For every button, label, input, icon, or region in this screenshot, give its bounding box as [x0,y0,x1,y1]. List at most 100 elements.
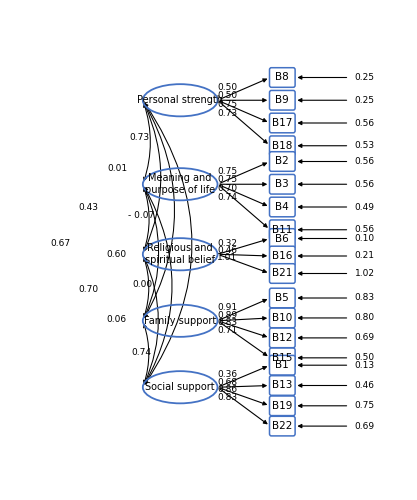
Text: Social support: Social support [146,382,215,392]
Text: 0.56: 0.56 [355,180,375,188]
FancyArrowPatch shape [143,104,151,180]
FancyArrowPatch shape [299,122,347,124]
FancyArrowPatch shape [220,322,267,356]
FancyBboxPatch shape [269,228,295,248]
Text: B22: B22 [272,421,292,431]
Text: B2: B2 [276,156,289,166]
Text: 0.25: 0.25 [355,73,375,82]
FancyArrowPatch shape [299,384,347,387]
Text: 0.13: 0.13 [355,360,375,370]
Text: 0.73: 0.73 [217,108,238,118]
Text: B10: B10 [272,313,292,323]
FancyArrowPatch shape [220,255,266,272]
Text: 0.75: 0.75 [355,402,375,410]
FancyArrowPatch shape [220,384,266,388]
FancyArrowPatch shape [299,336,347,340]
FancyBboxPatch shape [269,356,295,375]
Text: 1.02: 1.02 [355,269,375,278]
FancyArrowPatch shape [220,98,266,102]
Text: B12: B12 [272,333,292,343]
Text: 0.10: 0.10 [355,234,375,243]
FancyArrowPatch shape [220,316,266,320]
FancyArrowPatch shape [299,296,347,300]
FancyArrowPatch shape [299,424,347,428]
Text: 0.49: 0.49 [355,202,375,211]
Text: B11: B11 [272,225,292,235]
FancyArrowPatch shape [299,144,347,148]
FancyBboxPatch shape [269,348,295,368]
Text: 0.00: 0.00 [132,280,152,289]
FancyArrowPatch shape [143,188,149,250]
Text: 0.67: 0.67 [50,240,71,248]
FancyArrowPatch shape [220,79,266,99]
Text: 0.60: 0.60 [106,250,126,259]
FancyArrowPatch shape [144,258,158,384]
FancyArrowPatch shape [299,316,347,320]
Text: 0.69: 0.69 [355,422,375,430]
Text: 0.71: 0.71 [217,326,238,335]
FancyArrowPatch shape [143,258,149,317]
Text: B5: B5 [276,293,289,303]
Text: 0.75: 0.75 [217,166,238,175]
Text: B15: B15 [272,353,292,363]
Text: 0.70: 0.70 [79,285,99,294]
FancyBboxPatch shape [269,396,295,415]
Text: 0.75: 0.75 [217,100,238,109]
Text: 0.21: 0.21 [355,252,375,260]
FancyArrowPatch shape [220,239,266,254]
Text: 0.50: 0.50 [217,91,238,100]
FancyBboxPatch shape [269,174,295,194]
Text: - 0.07: - 0.07 [128,211,154,220]
Text: 0.32: 0.32 [218,240,238,248]
Text: 0.43: 0.43 [79,202,99,211]
Text: 0.68: 0.68 [217,378,238,386]
Text: 1.01: 1.01 [217,252,238,262]
Text: 0.73: 0.73 [129,132,149,141]
Text: Meaning and
purpose of life: Meaning and purpose of life [145,173,215,196]
Text: Family support: Family support [144,316,216,326]
FancyBboxPatch shape [269,68,295,87]
FancyBboxPatch shape [269,90,295,110]
Text: 0.56: 0.56 [355,157,375,166]
Text: Religious and
spiritual belief: Religious and spiritual belief [145,243,215,266]
FancyArrowPatch shape [220,102,266,121]
Text: 0.46: 0.46 [218,246,238,255]
FancyBboxPatch shape [269,288,295,308]
FancyBboxPatch shape [269,308,295,328]
Text: B3: B3 [276,180,289,189]
FancyArrowPatch shape [220,389,267,424]
Text: 0.01: 0.01 [108,164,128,173]
Text: 0.56: 0.56 [355,118,375,128]
Text: 0.50: 0.50 [355,354,375,362]
Text: 0.56: 0.56 [355,225,375,234]
Text: 0.46: 0.46 [355,381,375,390]
Text: B6: B6 [276,234,289,243]
FancyBboxPatch shape [269,416,295,436]
Text: B18: B18 [272,141,292,151]
Text: B16: B16 [272,251,292,261]
FancyArrowPatch shape [145,188,172,384]
FancyArrowPatch shape [220,388,266,405]
FancyBboxPatch shape [269,113,295,133]
FancyArrowPatch shape [220,186,267,227]
FancyArrowPatch shape [145,104,192,384]
FancyArrowPatch shape [299,237,347,240]
FancyArrowPatch shape [299,356,347,360]
FancyArrowPatch shape [220,254,266,258]
FancyArrowPatch shape [220,322,266,337]
Text: B1: B1 [276,360,289,370]
FancyBboxPatch shape [269,264,295,283]
FancyArrowPatch shape [299,272,347,275]
FancyArrowPatch shape [299,98,347,102]
Text: 0.74: 0.74 [131,348,151,358]
FancyArrowPatch shape [145,104,175,318]
Text: B21: B21 [272,268,292,278]
FancyArrowPatch shape [299,228,347,232]
Text: 0.91: 0.91 [217,303,238,312]
Text: 0.83: 0.83 [355,294,375,302]
Text: 0.70: 0.70 [217,184,238,193]
FancyArrowPatch shape [299,160,347,163]
FancyArrowPatch shape [299,76,347,79]
Text: 0.83: 0.83 [217,393,238,402]
FancyBboxPatch shape [269,376,295,396]
